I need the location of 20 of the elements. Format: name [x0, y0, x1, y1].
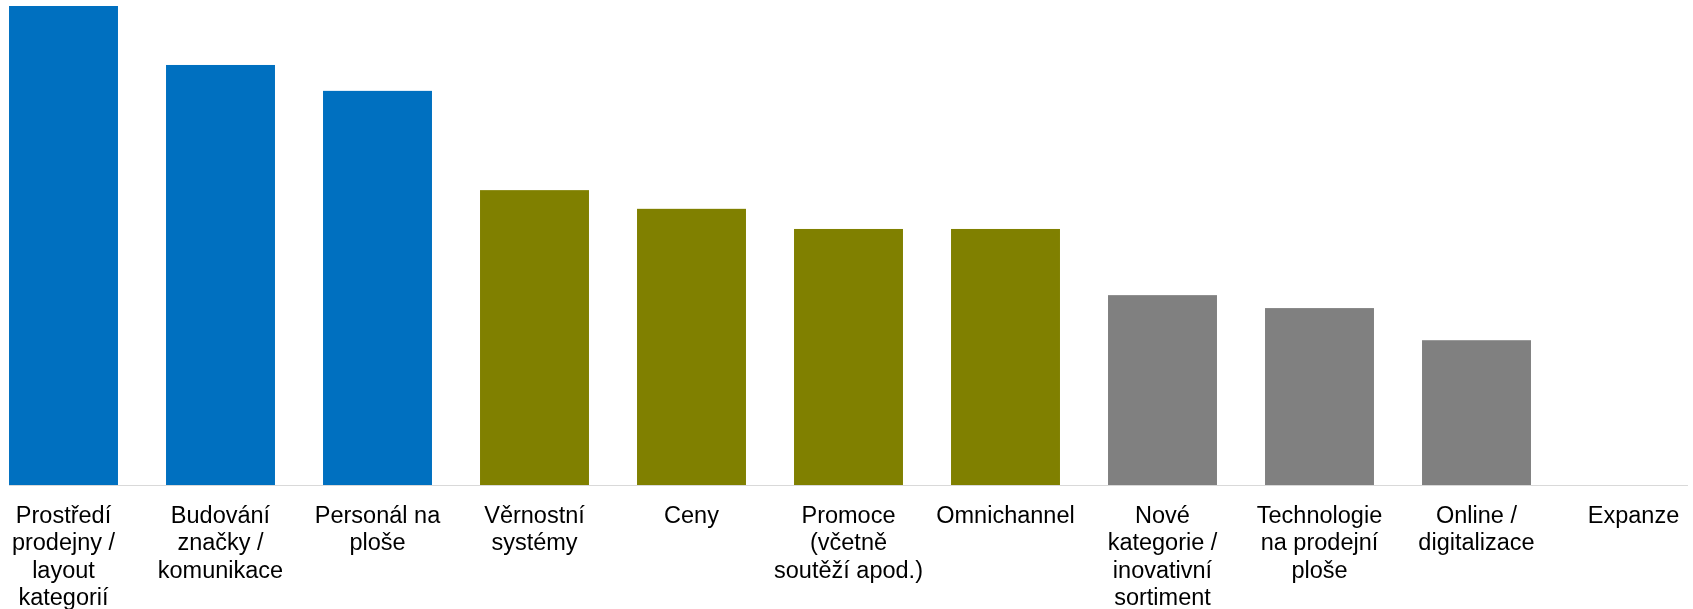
- bar: [480, 190, 589, 486]
- x-tick-label: Personál na ploše: [314, 501, 442, 556]
- x-tick-label: Promoce (včetně soutěží apod.): [774, 501, 923, 583]
- bar: [794, 228, 903, 486]
- bar: [1422, 340, 1531, 486]
- x-tick-label: Technologie na prodejní ploše: [1256, 501, 1383, 583]
- bar: [9, 6, 118, 486]
- bar: [1265, 308, 1374, 486]
- bar: [166, 64, 275, 486]
- x-tick-label: Expanze: [1587, 501, 1680, 528]
- bar: [323, 90, 432, 486]
- bar: [951, 228, 1060, 486]
- x-tick-label: Ceny: [664, 501, 720, 528]
- x-tick-label: Budování značky / komunikace: [157, 501, 284, 583]
- x-tick-label: Věrnostní systémy: [484, 501, 586, 556]
- bar: [637, 208, 746, 486]
- x-tick-label: Omnichannel: [936, 501, 1075, 528]
- x-tick-label: Online / digitalizace: [1418, 501, 1535, 556]
- bar: [1108, 295, 1217, 486]
- x-tick-label: Nové kategorie / inovativní sortiment: [1107, 501, 1218, 609]
